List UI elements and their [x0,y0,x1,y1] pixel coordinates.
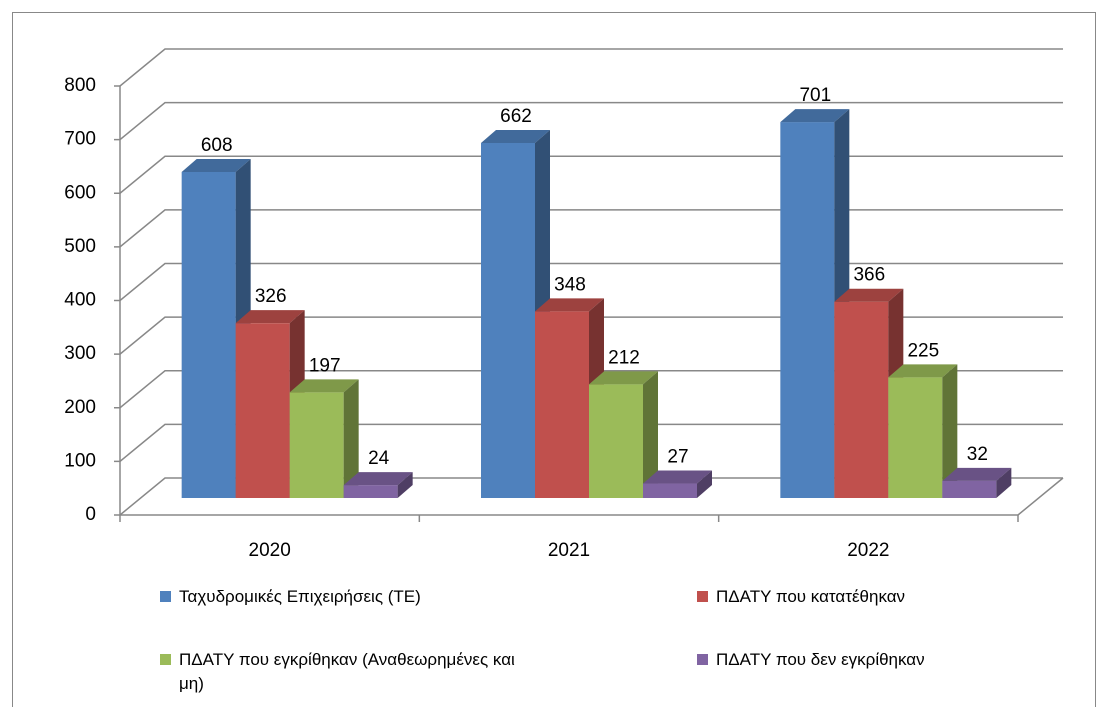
data-label: 225 [907,340,939,361]
data-label: 662 [500,106,532,127]
legend-label: ΠΔΑΤΥ που δεν εγκρίθηκαν [716,650,925,669]
bar [235,310,305,498]
grid-line [119,477,1063,516]
grid-line [119,155,1063,194]
legend-swatch [160,654,171,665]
y-tick-label: 300 [64,343,96,364]
data-label: 32 [967,444,988,465]
bar-front [235,323,290,498]
y-tick-label: 100 [64,450,96,471]
bar-top [834,288,904,302]
bar [343,472,413,498]
bar-side [942,364,958,498]
bar-side [643,371,658,498]
bar-front [181,171,236,498]
bar-front [343,485,398,498]
data-label: 27 [667,447,688,468]
y-tick-label: 500 [64,236,96,257]
grid-line [119,423,1063,462]
bar [289,379,359,498]
legend-label: ΠΔΑΤΥ που εγκρίθηκαν (Αναθεωρημένες και … [179,650,515,693]
data-label: 608 [201,135,233,156]
bar-top [942,467,1012,481]
x-tick-label: 2022 [847,540,889,561]
bar-front [535,311,589,498]
grid-line [119,262,1063,302]
bar-side [343,379,359,498]
bar [643,470,712,498]
bar-front [589,384,643,498]
bar-side [697,470,712,498]
bar-top [343,472,413,486]
data-label: 701 [799,85,831,106]
legend-swatch [697,591,708,602]
bar-top [888,364,958,378]
bar [942,467,1012,498]
y-tick-label: 200 [64,397,96,418]
bar-front [780,122,835,499]
y-tick-label: 0 [85,504,96,525]
x-tick-label: 2021 [548,540,590,561]
bar [888,364,958,498]
data-label: 197 [309,355,341,376]
legend-label: Ταχυδρομικές Επιχειρήσεις (ΤΕ) [179,587,421,606]
grid-line [119,370,1063,409]
data-label: 24 [368,448,390,469]
bar-top [181,158,251,172]
frame [12,12,1096,707]
legend-item: ΠΔΑΤΥ που εγκρίθηκαν (Αναθεωρημένες και … [160,648,529,696]
data-label: 326 [255,286,287,307]
bar-front [834,301,889,498]
grid-line [119,209,1063,248]
bar-top [235,310,305,324]
legend-item: ΠΔΑΤΥ που κατατέθηκαν [697,585,1066,609]
bar-side [397,472,413,498]
y-tick-label: 400 [64,290,96,311]
bar-top [289,379,359,393]
bar [589,371,658,498]
legend-swatch [697,654,708,665]
grid-line [119,48,1063,87]
bar-front [942,480,997,498]
data-label: 366 [853,265,885,286]
bar-front [289,392,344,498]
legend-item: ΠΔΑΤΥ που δεν εγκρίθηκαν [697,648,1066,672]
bar-side [996,467,1012,498]
bar-top [589,371,658,385]
y-tick-label: 800 [64,75,96,96]
bar-front [643,483,697,498]
y-tick-label: 600 [64,182,96,203]
grid-line [119,316,1063,355]
x-tick-label: 2020 [249,540,291,561]
bar-front [888,377,943,498]
data-label: 212 [608,347,640,368]
bar-top [643,470,712,484]
bar-top [780,109,850,123]
data-label: 348 [554,274,586,295]
legend-swatch [160,591,171,602]
legend-label: ΠΔΑΤΥ που κατατέθηκαν [716,587,906,606]
legend-item: Ταχυδρομικές Επιχειρήσεις (ΤΕ) [160,585,529,609]
y-tick-label: 700 [64,129,96,150]
bar-front [481,143,535,498]
bar-top [535,298,604,312]
bar-top [481,130,550,144]
grid-line [119,101,1063,141]
